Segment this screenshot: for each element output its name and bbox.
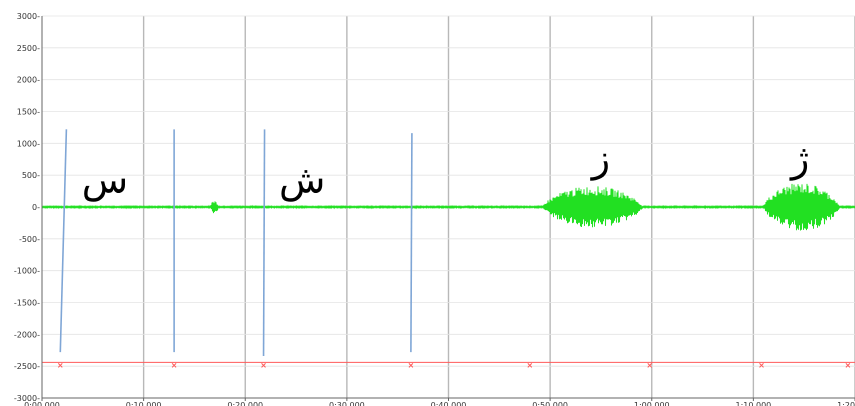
- baseline-marker: [261, 362, 266, 368]
- segment-marker-line: [262, 129, 266, 356]
- waveform-trace: [41, 183, 855, 231]
- x-tick-label: 1:10.000: [735, 401, 771, 406]
- y-tick-label: 0-: [32, 203, 40, 212]
- x-tick-labels: 0:00.000 0:10.000 0:20.000 0:30.000 0:40.000…: [24, 398, 855, 406]
- annotation-letter: س: [82, 157, 128, 202]
- x-tick-label: 0:00.000: [24, 401, 60, 406]
- y-tick-label: 3000-: [17, 12, 40, 21]
- y-tick-labels: 3000- 2500- 2000- 1500- 1000- 500- 0- -500- -100…: [14, 12, 40, 403]
- baseline-marker: [527, 362, 533, 368]
- y-tick-label: -3000-: [14, 394, 40, 403]
- y-tick-label: 1500-: [17, 108, 40, 117]
- y-tick-label: 500-: [22, 171, 40, 180]
- x-tick-label: 0:10.000: [126, 401, 162, 406]
- baseline-markers: [57, 362, 851, 368]
- y-tick-label: -2500-: [14, 362, 40, 371]
- annotation-letter: ژ: [789, 136, 809, 181]
- y-tick-label: -1500-: [14, 299, 40, 308]
- baseline-marker: [408, 362, 414, 368]
- baseline-marker: [845, 362, 851, 368]
- x-tick-label: 1:00.000: [634, 401, 670, 406]
- baseline-marker: [647, 362, 653, 368]
- x-tick-label: 1:20.000: [837, 401, 855, 406]
- baseline-marker: [171, 362, 177, 368]
- y-tick-label: -1000-: [14, 267, 40, 276]
- segment-marker-line: [410, 133, 413, 353]
- annotation-letter: ش: [279, 157, 325, 202]
- x-tick-label: 0:50.000: [532, 401, 568, 406]
- y-tick-label: -500-: [19, 235, 40, 244]
- y-tick-label: 1000-: [17, 139, 40, 148]
- y-tick-label: 2500-: [17, 44, 40, 53]
- x-tick-label: 0:30.000: [329, 401, 365, 406]
- y-tick-label: 2000-: [17, 76, 40, 85]
- y-tick-label: -2000-: [14, 330, 40, 339]
- segment-markers: [59, 129, 413, 356]
- x-tick-label: 0:40.000: [431, 401, 467, 406]
- annotation-letter: ز: [590, 136, 610, 181]
- baseline-marker: [759, 362, 764, 368]
- baseline-marker: [57, 362, 63, 368]
- x-tick-label: 0:20.000: [227, 401, 263, 406]
- segment-marker-line: [59, 129, 68, 353]
